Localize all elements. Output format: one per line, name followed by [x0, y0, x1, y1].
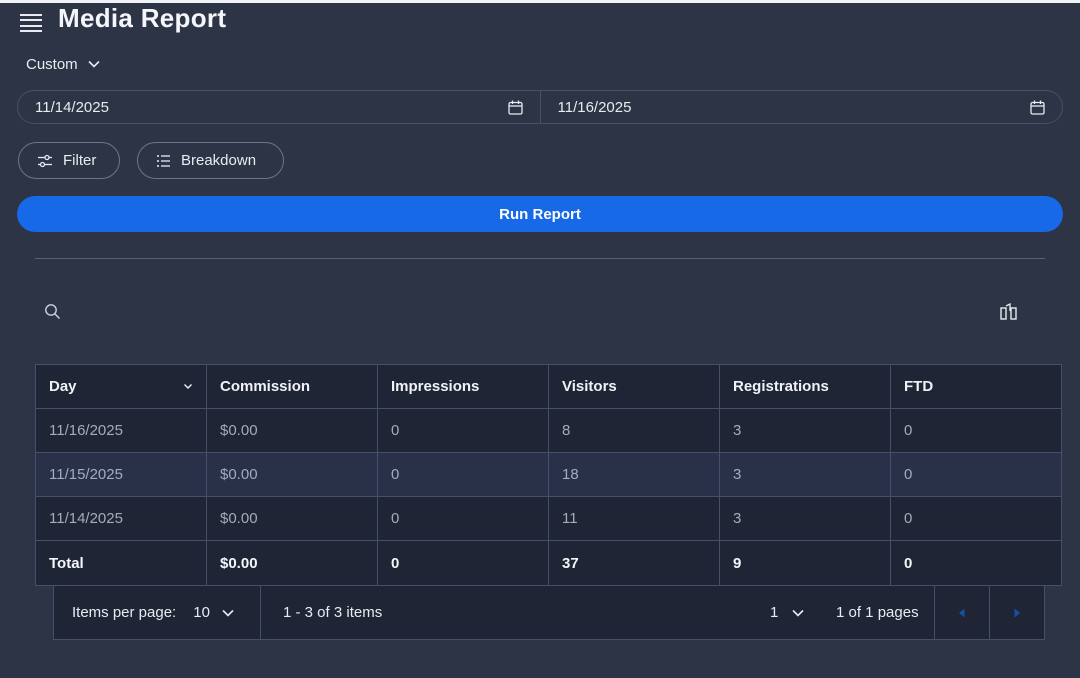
table-total-row: Total $0.00 0 37 9 0 — [35, 540, 1062, 586]
cell-impressions: 0 — [377, 408, 549, 453]
filter-label: Filter — [63, 152, 97, 169]
column-header-registrations[interactable]: Registrations — [719, 364, 891, 409]
cell-commission: $0.00 — [206, 452, 378, 497]
cell-registrations: 3 — [719, 452, 891, 497]
table-header-row: Day Commission Impressions Visitors Regi… — [35, 364, 1062, 409]
current-page: 1 — [770, 604, 779, 621]
date-range-value: Custom — [26, 55, 78, 73]
breakdown-button[interactable]: Breakdown — [137, 142, 284, 179]
list-icon — [157, 154, 170, 167]
next-page-button[interactable] — [989, 586, 1044, 639]
cell-ftd: 0 — [890, 452, 1062, 497]
column-header-commission[interactable]: Commission — [206, 364, 378, 409]
cell-ftd: 0 — [890, 496, 1062, 541]
cell-visitors: 8 — [548, 408, 720, 453]
table-row: 11/15/2025 $0.00 0 18 3 0 — [35, 452, 1062, 497]
column-header-label: Day — [49, 378, 77, 395]
cell-impressions: 0 — [377, 496, 549, 541]
start-date-input[interactable]: 11/14/2025 — [18, 91, 540, 123]
cell-commission: $0.00 — [206, 496, 378, 541]
table-row: 11/14/2025 $0.00 0 11 3 0 — [35, 496, 1062, 541]
cell-registrations: 3 — [719, 496, 891, 541]
total-label: Total — [35, 540, 207, 586]
items-per-page: Items per page: 10 — [54, 586, 261, 639]
run-report-button[interactable]: Run Report — [17, 196, 1063, 232]
cell-day: 11/15/2025 — [35, 452, 207, 497]
pages-text: 1 of 1 pages — [836, 604, 919, 621]
items-per-page-select[interactable]: 10 — [193, 604, 210, 621]
column-header-ftd[interactable]: FTD — [890, 364, 1062, 409]
page-select[interactable]: 1 — [770, 586, 836, 639]
table-row: 11/16/2025 $0.00 0 8 3 0 — [35, 408, 1062, 453]
total-registrations: 9 — [719, 540, 891, 586]
chevron-down-icon — [88, 60, 100, 68]
total-visitors: 37 — [548, 540, 720, 586]
column-header-visitors[interactable]: Visitors — [548, 364, 720, 409]
end-date-input[interactable]: 11/16/2025 — [539, 91, 1063, 123]
calendar-icon[interactable] — [507, 100, 523, 115]
sort-chevron-down-icon[interactable] — [183, 383, 193, 390]
column-header-impressions[interactable]: Impressions — [377, 364, 549, 409]
next-page-icon — [1014, 608, 1020, 617]
cell-day: 11/14/2025 — [35, 496, 207, 541]
chevron-down-icon[interactable] — [222, 609, 234, 617]
search-icon[interactable] — [44, 303, 61, 320]
items-range-text: 1 - 3 of 3 items — [283, 604, 383, 621]
sliders-icon — [38, 154, 52, 167]
end-date-value: 11/16/2025 — [557, 98, 632, 116]
cell-visitors: 18 — [548, 452, 720, 497]
breakdown-label: Breakdown — [181, 152, 257, 169]
date-range-inputs: 11/14/2025 11/16/2025 — [17, 90, 1063, 124]
prev-page-button[interactable] — [934, 586, 989, 639]
total-impressions: 0 — [377, 540, 549, 586]
total-commission: $0.00 — [206, 540, 378, 586]
columns-icon[interactable] — [999, 303, 1019, 321]
page-header: Media Report — [20, 3, 226, 33]
top-border — [0, 0, 1080, 3]
date-range-select[interactable]: Custom — [26, 53, 100, 75]
calendar-icon[interactable] — [1030, 100, 1045, 115]
menu-icon[interactable] — [20, 14, 42, 32]
prev-page-icon — [959, 608, 965, 617]
total-ftd: 0 — [890, 540, 1062, 586]
chevron-down-icon — [792, 609, 804, 617]
items-per-page-label: Items per page: — [72, 604, 177, 621]
page-title: Media Report — [58, 2, 227, 33]
cell-ftd: 0 — [890, 408, 1062, 453]
column-header-day[interactable]: Day — [35, 364, 207, 409]
cell-day: 11/16/2025 — [35, 408, 207, 453]
cell-commission: $0.00 — [206, 408, 378, 453]
cell-impressions: 0 — [377, 452, 549, 497]
section-divider — [35, 258, 1045, 259]
start-date-value: 11/14/2025 — [35, 98, 109, 116]
pagination-info: 1 - 3 of 3 items — [261, 586, 770, 639]
cell-registrations: 3 — [719, 408, 891, 453]
filter-button[interactable]: Filter — [18, 142, 120, 179]
report-table: Day Commission Impressions Visitors Regi… — [35, 364, 1062, 586]
cell-visitors: 11 — [548, 496, 720, 541]
pagination-bar: Items per page: 10 1 - 3 of 3 items 1 1 … — [53, 585, 1045, 640]
